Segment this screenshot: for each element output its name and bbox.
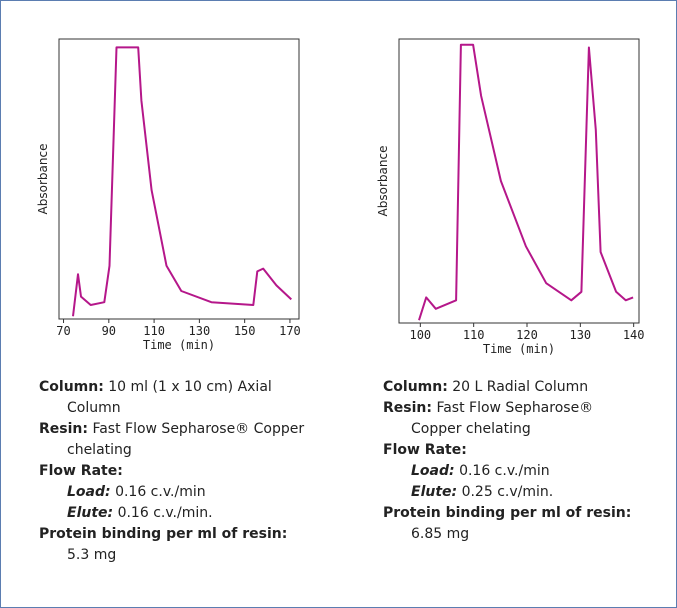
x-tick-label: 170 xyxy=(279,324,301,338)
text: Fast Flow Sepharose® Copper chelating xyxy=(67,421,305,458)
plot-frame xyxy=(58,38,300,320)
label: Column: xyxy=(39,379,104,395)
caption: Column: 10 ml (1 x 10 cm) Axial Column R… xyxy=(39,377,319,566)
caption: Column: 20 L Radial Column Resin: Fast F… xyxy=(383,377,643,545)
caption-line: Resin: Fast Flow Sepharose® Copper chela… xyxy=(39,419,319,461)
x-tick-label: 100 xyxy=(409,328,431,342)
caption-line: Load: 0.16 c.v./min xyxy=(39,482,319,503)
x-tick-label: 140 xyxy=(623,328,645,342)
x-tick-label: 110 xyxy=(463,328,485,342)
label: Elute: xyxy=(67,505,114,521)
text: 0.16 c.v./min. xyxy=(117,505,213,521)
caption-line: Elute: 0.25 c.v/min. xyxy=(383,482,643,503)
label: Resin: xyxy=(39,421,88,437)
text: 5.3 mg xyxy=(67,547,117,563)
x-axis-label: Time (min) xyxy=(143,338,215,352)
label: Elute: xyxy=(411,484,458,500)
text: 10 ml (1 x 10 cm) Axial Column xyxy=(67,379,272,416)
caption-line: Load: 0.16 c.v./min xyxy=(383,461,643,482)
x-tick-label: 120 xyxy=(516,328,538,342)
label: Protein binding per ml of resin: xyxy=(383,505,632,521)
text: 20 L Radial Column xyxy=(452,379,589,395)
label: Flow Rate: xyxy=(383,442,467,458)
caption-line: Protein binding per ml of resin: 6.85 mg xyxy=(383,503,643,545)
label: Resin: xyxy=(383,400,432,416)
label: Load: xyxy=(67,484,111,500)
y-axis-label: Absorbance xyxy=(36,144,50,215)
caption-line: Resin: Fast Flow Sepharose® Copper chela… xyxy=(383,398,643,440)
label: Flow Rate: xyxy=(39,463,123,479)
caption-line: Column: 10 ml (1 x 10 cm) Axial Column xyxy=(39,377,319,419)
text: 0.16 c.v./min xyxy=(459,463,550,479)
label: Protein binding per ml of resin: xyxy=(39,526,288,542)
caption-line: Flow Rate: xyxy=(39,461,319,482)
trace xyxy=(72,46,292,317)
y-axis-label: Absorbance xyxy=(376,146,390,217)
text: 6.85 mg xyxy=(411,526,470,542)
label: Load: xyxy=(411,463,455,479)
x-tick-label: 110 xyxy=(143,324,165,338)
caption-line: Flow Rate: xyxy=(383,440,643,461)
plot-frame xyxy=(398,38,640,324)
caption-line: Elute: 0.16 c.v./min. xyxy=(39,503,319,524)
x-tick-label: 90 xyxy=(102,324,116,338)
x-tick-label: 130 xyxy=(189,324,211,338)
text: Fast Flow Sepharose® Copper chelating xyxy=(411,400,594,437)
trace xyxy=(418,43,634,321)
x-axis-label: Time (min) xyxy=(483,342,555,356)
label: Column: xyxy=(383,379,448,395)
text: 0.25 c.v/min. xyxy=(461,484,554,500)
x-tick-label: 130 xyxy=(569,328,591,342)
caption-line: Protein binding per ml of resin: 5.3 mg xyxy=(39,524,319,566)
x-tick-label: 150 xyxy=(234,324,256,338)
text: 0.16 c.v./min xyxy=(115,484,206,500)
x-tick-label: 70 xyxy=(56,324,70,338)
caption-line: Column: 20 L Radial Column xyxy=(383,377,643,398)
charts: 70 90 110 130 150 170 Time (min) Absorbance 100 1… xyxy=(36,38,645,356)
